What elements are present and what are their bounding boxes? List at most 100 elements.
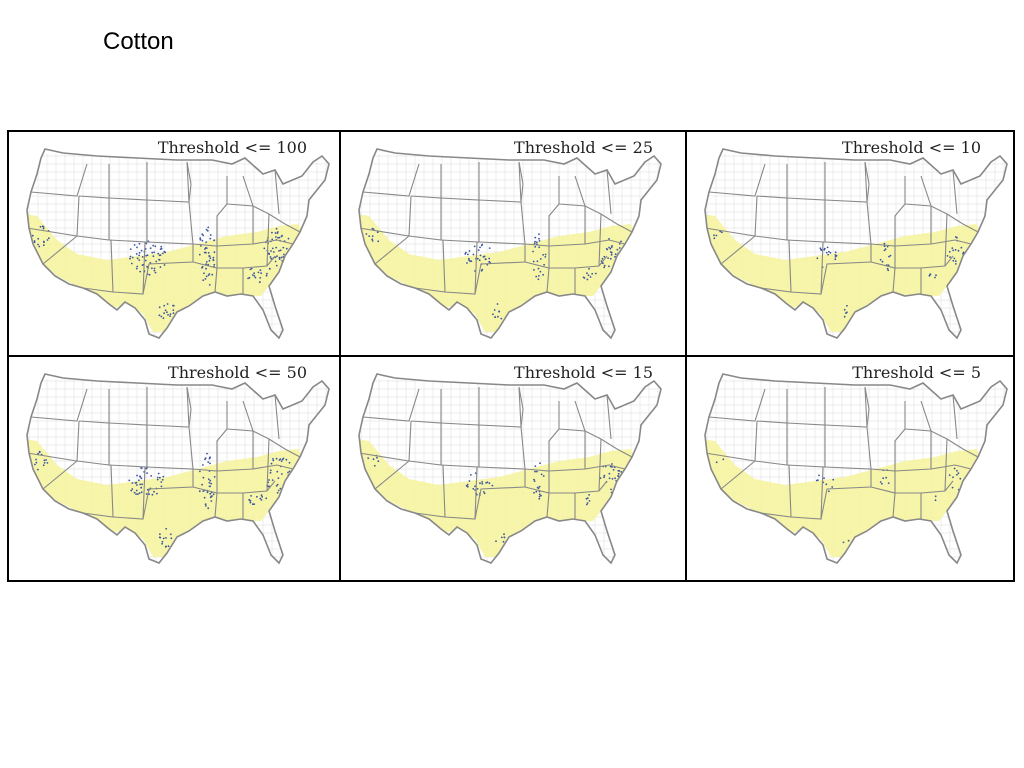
threshold-marker [956, 473, 958, 476]
threshold-marker [543, 263, 545, 266]
threshold-marker [588, 500, 591, 502]
country-outline [704, 148, 1008, 340]
threshold-marker [160, 315, 163, 318]
threshold-marker [212, 259, 215, 262]
threshold-marker [251, 274, 254, 276]
threshold-marker [249, 501, 252, 504]
threshold-marker [211, 273, 214, 276]
us-county-map [26, 148, 330, 340]
threshold-marker [46, 462, 49, 464]
threshold-marker [202, 490, 205, 492]
threshold-marker [962, 251, 965, 254]
threshold-marker [148, 493, 151, 496]
threshold-marker [532, 250, 534, 253]
threshold-marker [259, 277, 262, 279]
threshold-marker [879, 481, 882, 483]
threshold-marker [154, 271, 157, 274]
threshold-marker [162, 252, 164, 255]
threshold-marker [466, 262, 468, 264]
threshold-marker [935, 274, 937, 277]
threshold-marker [277, 236, 279, 239]
threshold-marker [368, 235, 371, 237]
threshold-marker [151, 493, 154, 496]
threshold-marker [887, 482, 890, 484]
threshold-marker [42, 464, 45, 467]
threshold-marker [136, 484, 138, 486]
threshold-marker [286, 493, 289, 495]
state-border [42, 460, 78, 490]
threshold-marker [586, 278, 589, 281]
state-border [242, 400, 254, 432]
threshold-marker [367, 457, 370, 459]
threshold-marker [134, 482, 137, 484]
threshold-marker [163, 312, 166, 315]
state-border [598, 438, 602, 492]
threshold-marker [269, 471, 272, 474]
threshold-marker [539, 258, 542, 260]
slide-title: Cotton [103, 28, 174, 55]
threshold-marker [538, 233, 540, 235]
threshold-marker [587, 274, 590, 277]
threshold-marker [365, 233, 368, 235]
threshold-marker [845, 312, 847, 314]
threshold-marker [146, 472, 149, 474]
threshold-marker [274, 260, 277, 263]
threshold-marker [199, 238, 202, 241]
threshold-marker [290, 255, 293, 257]
threshold-marker [279, 487, 282, 490]
threshold-marker [277, 477, 280, 479]
threshold-marker [203, 496, 206, 499]
state-border [708, 163, 766, 197]
threshold-marker [887, 269, 890, 272]
threshold-marker [38, 451, 41, 454]
threshold-marker [35, 461, 38, 464]
threshold-marker [208, 259, 211, 262]
threshold-marker [818, 474, 820, 477]
state-border [606, 394, 612, 440]
threshold-marker [258, 281, 261, 283]
threshold-marker [618, 247, 621, 249]
threshold-marker [534, 465, 537, 467]
threshold-marker [260, 494, 263, 496]
threshold-marker [816, 257, 819, 260]
state-border [894, 464, 972, 472]
threshold-marker [291, 483, 293, 485]
threshold-marker [594, 272, 597, 275]
threshold-marker [488, 482, 491, 485]
threshold-marker [253, 275, 256, 277]
state-border [216, 464, 294, 472]
threshold-marker [269, 256, 272, 258]
threshold-marker [539, 462, 541, 465]
threshold-marker [952, 249, 955, 252]
threshold-label: Threshold <= 100 [157, 138, 307, 157]
state-border [518, 161, 524, 203]
state-border [864, 386, 870, 428]
threshold-marker [464, 253, 467, 255]
threshold-marker [616, 262, 618, 265]
state-border [574, 400, 586, 432]
threshold-marker [272, 458, 274, 460]
threshold-marker [533, 478, 535, 481]
state-border [944, 438, 948, 492]
threshold-marker [496, 303, 499, 305]
threshold-marker [713, 234, 715, 237]
threshold-marker [488, 257, 491, 260]
threshold-marker [884, 248, 887, 251]
threshold-marker [164, 309, 167, 312]
threshold-marker [250, 495, 253, 497]
threshold-marker [151, 267, 153, 270]
threshold-marker [956, 469, 958, 472]
threshold-marker [881, 260, 884, 263]
threshold-marker [282, 457, 285, 460]
threshold-marker [503, 533, 505, 536]
threshold-marker [34, 463, 36, 466]
threshold-marker [544, 256, 547, 258]
threshold-marker [145, 493, 148, 495]
threshold-marker [249, 268, 252, 271]
threshold-marker [611, 245, 613, 247]
threshold-marker [41, 225, 44, 228]
threshold-marker [934, 495, 937, 498]
threshold-marker [533, 480, 536, 482]
threshold-marker [883, 245, 886, 248]
threshold-marker [257, 271, 260, 274]
